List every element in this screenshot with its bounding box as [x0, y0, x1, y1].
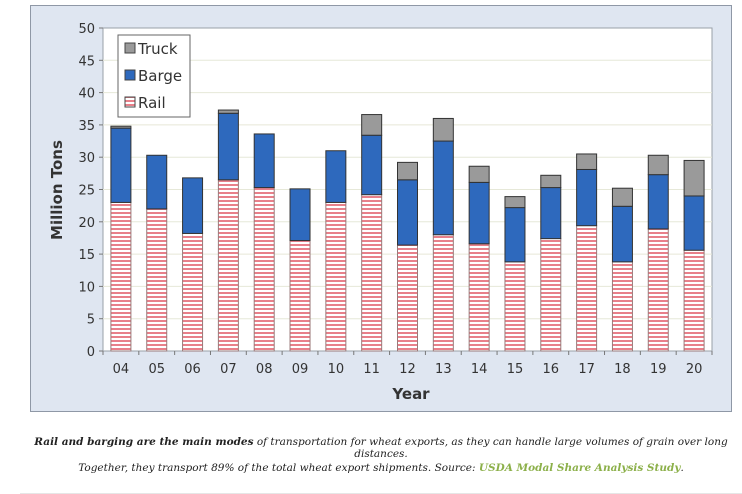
bar-barge-20: [683, 195, 705, 251]
bar-barge-09: [289, 188, 311, 242]
bar-barge-11: [361, 134, 383, 196]
x-tick-label: 12: [399, 362, 416, 377]
y-tick-label: 0: [87, 345, 95, 360]
bar-barge-14: [468, 181, 490, 245]
bar-rail-04: [110, 201, 132, 352]
bar-barge-12: [397, 179, 418, 246]
bar-truck-14: [468, 165, 490, 183]
x-tick-label: 15: [507, 362, 524, 377]
bar-rail-11: [361, 194, 383, 352]
bar-barge-07: [217, 112, 239, 181]
y-axis-label: Million Tons: [48, 140, 66, 240]
bar-truck-20: [683, 159, 705, 197]
bar-barge-15: [504, 207, 526, 263]
bar-rail-18: [611, 261, 633, 352]
bar-truck-12: [397, 161, 418, 181]
y-tick-label: 30: [78, 151, 95, 166]
x-tick-label: 11: [363, 362, 380, 377]
bar-barge-10: [325, 150, 347, 203]
x-tick-label: 06: [184, 362, 201, 377]
bar-rail-13: [432, 234, 454, 352]
x-tick-label: 16: [543, 362, 560, 377]
bar-rail-09: [289, 240, 311, 352]
bar-barge-17: [576, 168, 598, 227]
x-tick-label: 05: [148, 362, 165, 377]
bar-rail-10: [325, 201, 347, 352]
bar-truck-18: [611, 187, 633, 207]
x-tick-label: 04: [113, 362, 130, 377]
caption-line-1: Rail and barging are the main modes of t…: [20, 436, 742, 460]
bar-rail-12: [397, 244, 418, 352]
caption-bold: Rail and barging are the main modes: [34, 436, 254, 448]
bar-truck-11: [361, 114, 383, 136]
caption: Rail and barging are the main modes of t…: [20, 420, 742, 494]
bar-truck-19: [647, 154, 669, 176]
x-tick-label: 18: [614, 362, 631, 377]
bar-truck-15: [504, 196, 526, 209]
y-tick-label: 35: [78, 119, 95, 134]
legend-swatch-barge: [124, 69, 136, 81]
legend-label-rail: Rail: [138, 94, 166, 112]
bar-rail-20: [683, 249, 705, 352]
legend-swatch-rail: [124, 96, 136, 108]
bar-barge-16: [540, 187, 562, 240]
bar-barge-08: [253, 133, 275, 189]
y-tick-label: 40: [78, 87, 95, 102]
x-tick-label: 20: [686, 362, 703, 377]
legend-label-barge: Barge: [138, 67, 182, 85]
x-tick-label: 09: [292, 362, 309, 377]
legend-swatch-truck: [124, 42, 136, 54]
x-tick-label: 10: [328, 362, 345, 377]
x-tick-label: 08: [256, 362, 273, 377]
bar-truck-13: [432, 117, 454, 142]
x-tick-label: 13: [435, 362, 452, 377]
bar-rail-17: [576, 225, 598, 352]
bar-rail-14: [468, 243, 490, 352]
bar-rail-06: [182, 232, 204, 352]
y-tick-label: 50: [78, 22, 95, 37]
bar-barge-04: [110, 127, 132, 203]
bar-barge-05: [146, 154, 168, 210]
x-tick-label: 17: [578, 362, 595, 377]
bar-truck-07: [217, 109, 239, 114]
bar-barge-06: [182, 177, 204, 234]
y-tick-label: 5: [87, 313, 95, 328]
caption-text: of transportation for wheat exports, as …: [253, 436, 728, 460]
y-tick-label: 25: [78, 184, 95, 199]
y-tick-label: 20: [78, 216, 95, 231]
y-tick-label: 10: [78, 280, 95, 295]
bar-barge-19: [647, 174, 669, 230]
x-axis-label: Year: [391, 385, 430, 403]
caption-end: .: [680, 462, 684, 474]
bar-rail-08: [253, 187, 275, 352]
bar-rail-05: [146, 208, 168, 352]
y-tick-label: 45: [78, 54, 95, 69]
x-tick-label: 14: [471, 362, 488, 377]
x-tick-label: 07: [220, 362, 237, 377]
bar-rail-16: [540, 238, 562, 352]
x-tick-label: 19: [650, 362, 667, 377]
bar-barge-18: [611, 205, 633, 263]
bar-rail-15: [504, 261, 526, 352]
bar-barge-13: [432, 140, 454, 236]
bar-rail-07: [217, 179, 239, 352]
bar-rail-19: [647, 228, 669, 352]
y-tick-label: 15: [78, 248, 95, 263]
bar-truck-04: [110, 125, 132, 129]
legend-label-truck: Truck: [137, 40, 178, 58]
caption-text-2: Together, they transport 89% of the tota…: [78, 462, 479, 474]
caption-line-2: Together, they transport 89% of the tota…: [20, 462, 742, 474]
source-link[interactable]: USDA Modal Share Analysis Study: [478, 462, 681, 474]
bar-truck-16: [540, 174, 562, 189]
bar-truck-17: [576, 153, 598, 170]
